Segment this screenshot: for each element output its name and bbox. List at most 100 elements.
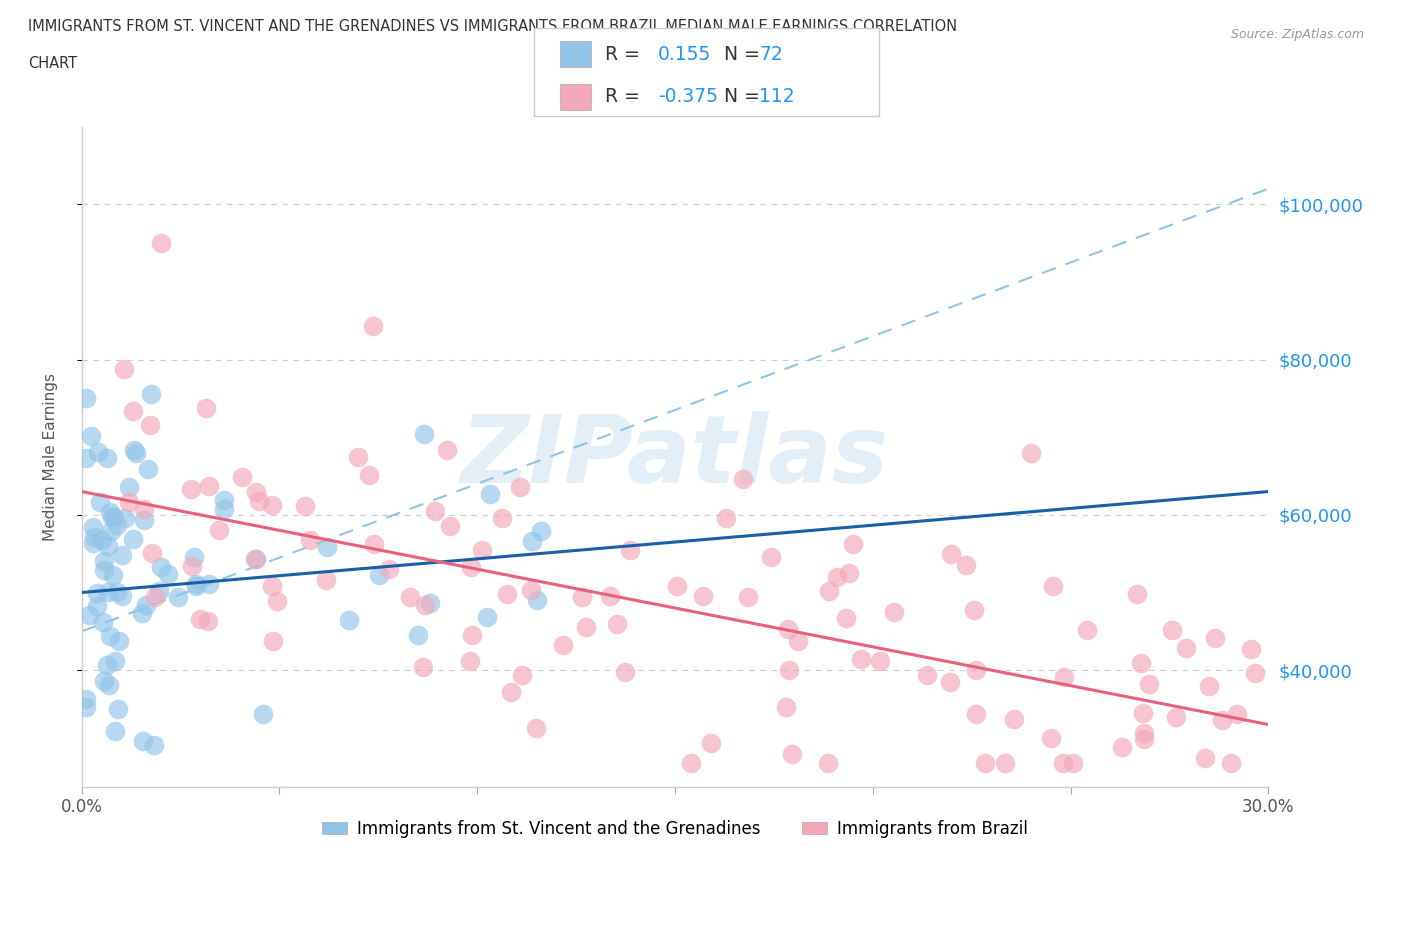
Point	[737, 590, 759, 604]
Text: R =: R =	[605, 45, 640, 64]
Text: IMMIGRANTS FROM ST. VINCENT AND THE GRENADINES VS IMMIGRANTS FROM BRAZIL MEDIAN : IMMIGRANTS FROM ST. VINCENT AND THE GREN…	[28, 19, 957, 33]
Point	[377, 562, 399, 577]
Point	[131, 606, 153, 621]
Point	[1132, 706, 1154, 721]
Point	[262, 633, 284, 648]
Text: N =: N =	[724, 45, 761, 64]
Point	[82, 519, 104, 534]
Point	[1040, 731, 1063, 746]
Point	[915, 668, 938, 683]
Point	[994, 755, 1017, 770]
Point	[294, 498, 316, 513]
Point	[778, 663, 800, 678]
Point	[96, 658, 118, 672]
Point	[1111, 739, 1133, 754]
Point	[91, 533, 114, 548]
Point	[180, 559, 202, 574]
Point	[817, 756, 839, 771]
Point	[197, 614, 219, 629]
Point	[1002, 711, 1025, 726]
Point	[134, 502, 156, 517]
Point	[1175, 641, 1198, 656]
Point	[679, 756, 702, 771]
Point	[1133, 725, 1156, 740]
Point	[509, 479, 531, 494]
Point	[245, 551, 267, 566]
Point	[197, 478, 219, 493]
Point	[425, 504, 447, 519]
Point	[1042, 578, 1064, 593]
Point	[75, 391, 97, 405]
Point	[412, 660, 434, 675]
Point	[398, 590, 420, 604]
Point	[96, 451, 118, 466]
Point	[571, 590, 593, 604]
Point	[1019, 445, 1042, 460]
Point	[180, 482, 202, 497]
Point	[252, 707, 274, 722]
Point	[731, 472, 754, 486]
Point	[118, 480, 141, 495]
Point	[835, 610, 858, 625]
Point	[243, 551, 266, 566]
Point	[1053, 670, 1076, 684]
Point	[460, 560, 482, 575]
Point	[1129, 656, 1152, 671]
Y-axis label: Median Male Earnings: Median Male Earnings	[44, 373, 58, 540]
Point	[1198, 678, 1220, 693]
Point	[817, 584, 839, 599]
Point	[93, 674, 115, 689]
Point	[786, 633, 808, 648]
Point	[101, 567, 124, 582]
Point	[439, 518, 461, 533]
Point	[1076, 622, 1098, 637]
Point	[86, 598, 108, 613]
Point	[1204, 631, 1226, 645]
Text: R =: R =	[605, 87, 640, 106]
Point	[80, 429, 103, 444]
Point	[245, 485, 267, 499]
Point	[413, 426, 436, 441]
Point	[135, 597, 157, 612]
Point	[136, 461, 159, 476]
Point	[477, 610, 499, 625]
Point	[141, 386, 163, 401]
Point	[87, 445, 110, 460]
Point	[759, 550, 782, 565]
Text: 112: 112	[759, 87, 794, 106]
Point	[125, 445, 148, 460]
Point	[98, 629, 121, 644]
Point	[778, 621, 800, 636]
Point	[100, 510, 122, 525]
Point	[479, 487, 502, 502]
Point	[939, 547, 962, 562]
Point	[825, 569, 848, 584]
Point	[122, 404, 145, 418]
Point	[208, 523, 231, 538]
Point	[86, 585, 108, 600]
Point	[134, 512, 156, 527]
Point	[1125, 587, 1147, 602]
Point	[522, 534, 544, 549]
Point	[118, 495, 141, 510]
Point	[368, 567, 391, 582]
Point	[471, 542, 494, 557]
Point	[75, 692, 97, 707]
Point	[105, 585, 128, 600]
Point	[82, 536, 104, 551]
Point	[114, 511, 136, 525]
Point	[111, 548, 134, 563]
Point	[849, 651, 872, 666]
Point	[938, 674, 960, 689]
Point	[194, 400, 217, 415]
Point	[138, 418, 160, 432]
Point	[97, 584, 120, 599]
Point	[606, 617, 628, 631]
Point	[357, 468, 380, 483]
Point	[150, 560, 173, 575]
Text: Source: ZipAtlas.com: Source: ZipAtlas.com	[1230, 28, 1364, 41]
Point	[574, 619, 596, 634]
Point	[1243, 666, 1265, 681]
Point	[408, 628, 430, 643]
Point	[212, 492, 235, 507]
